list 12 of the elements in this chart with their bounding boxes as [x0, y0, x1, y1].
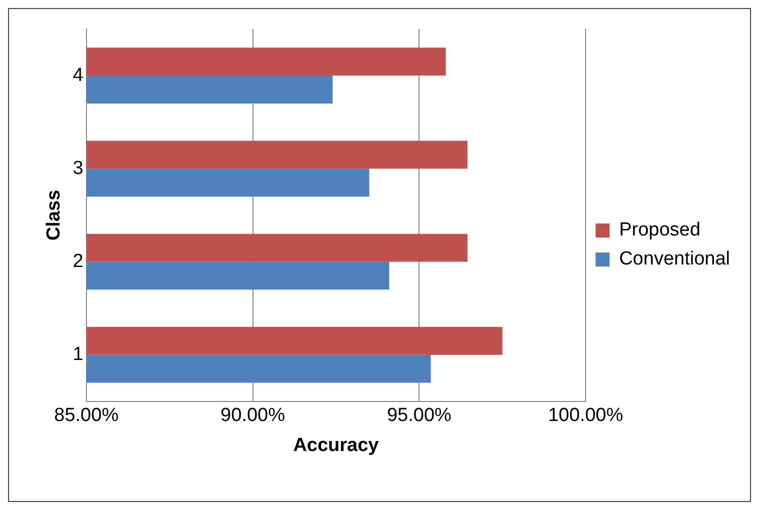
x-axis-title: Accuracy: [293, 434, 380, 456]
legend-label: Proposed: [619, 220, 700, 241]
x-tick-label: 90.00%: [220, 405, 286, 426]
y-axis-title: Class: [44, 190, 65, 241]
y-tick-label: 4: [72, 64, 84, 86]
y-tick-label: 2: [72, 250, 84, 272]
x-tick-label: 95.00%: [386, 405, 452, 426]
x-tick-label: 85.00%: [54, 405, 119, 426]
x-tick-label: 100.00%: [548, 405, 624, 426]
legend-label: Conventional: [619, 248, 730, 270]
y-tick-label: 1: [72, 344, 84, 366]
y-tick-label: 3: [72, 158, 84, 179]
